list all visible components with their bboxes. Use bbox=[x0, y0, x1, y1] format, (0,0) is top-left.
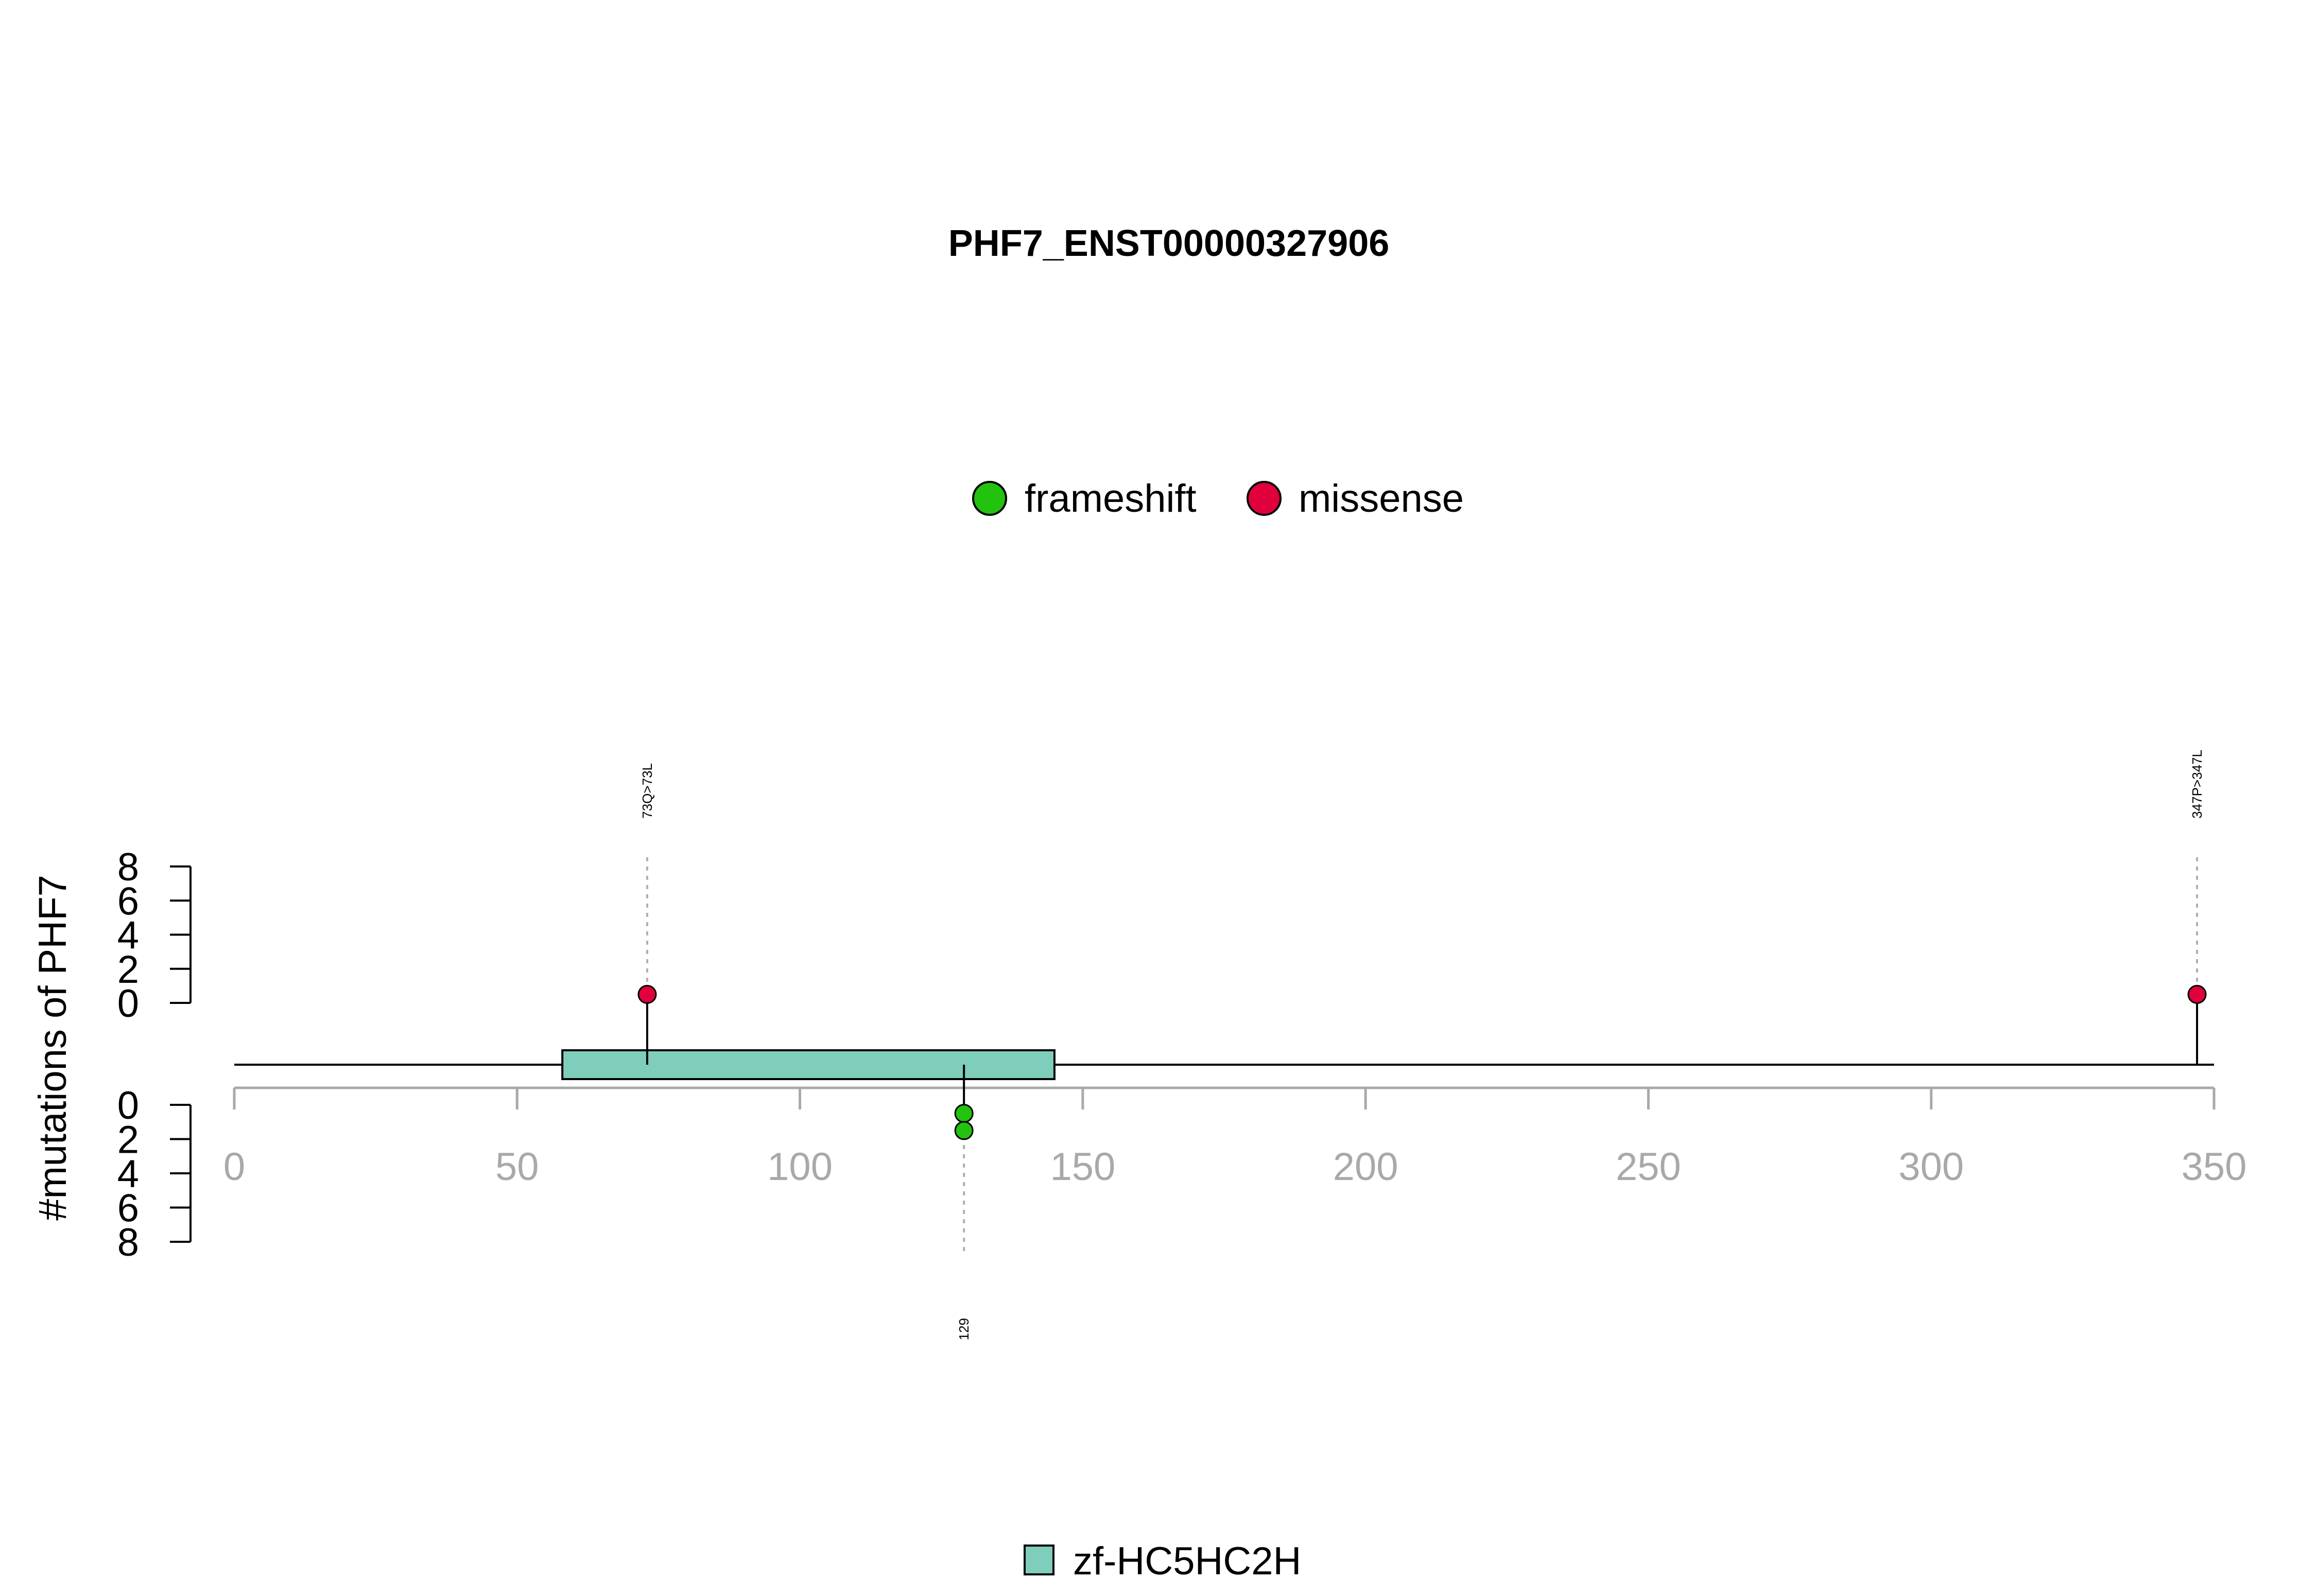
mutation-type-legend: frameshift missense bbox=[972, 477, 1464, 521]
mutation-label-129: 129 bbox=[956, 1318, 972, 1340]
x-axis-tick-label: 150 bbox=[1050, 1145, 1115, 1189]
bottom-y-axis-tick-label: 6 bbox=[117, 1187, 139, 1230]
mutation-marker-129 bbox=[954, 1104, 974, 1123]
top-y-axis-tick-label: 4 bbox=[117, 914, 139, 958]
mutation-marker-347P>347L bbox=[2187, 984, 2207, 1004]
mutation-marker-73Q>73L bbox=[637, 984, 657, 1004]
x-axis-tick-label: 50 bbox=[495, 1145, 539, 1189]
top-y-axis-tick-label: 0 bbox=[117, 982, 139, 1026]
legend-marker-frameshift bbox=[972, 481, 1007, 516]
bottom-y-axis-tick-label: 8 bbox=[117, 1221, 139, 1264]
legend-marker-missense bbox=[1247, 481, 1282, 516]
mutation-lollipops: 73Q>73L 347P>347L 129 bbox=[637, 750, 2207, 1340]
domain-legend-label-zf-HC5HC2H: zf-HC5HC2H bbox=[1073, 1539, 1301, 1583]
x-axis-tick-label: 200 bbox=[1333, 1145, 1398, 1189]
bottom-y-axis-tick-label: 4 bbox=[117, 1152, 139, 1196]
top-y-axis-tick-label: 8 bbox=[117, 845, 139, 889]
bottom-y-axis-tick-label: 0 bbox=[117, 1084, 139, 1127]
mutation-label-347P>347L: 347P>347L bbox=[2189, 750, 2205, 819]
protein-domains bbox=[561, 1049, 1056, 1080]
x-axis-tick-label: 0 bbox=[223, 1145, 245, 1189]
domain-zf-HC5HC2H bbox=[561, 1049, 1056, 1080]
bottom-y-axis-tick-label: 2 bbox=[117, 1118, 139, 1162]
legend-label-frameshift: frameshift bbox=[1025, 477, 1197, 521]
x-axis-tick-label: 100 bbox=[767, 1145, 833, 1189]
x-axis-tick-label: 250 bbox=[1616, 1145, 1681, 1189]
domain-legend-swatch-zf-HC5HC2H bbox=[1024, 1545, 1054, 1575]
y-axis-label: #mutations of PHF7 bbox=[31, 875, 75, 1221]
chart-title: PHF7_ENST00000327906 bbox=[948, 223, 1390, 264]
legend-label-missense: missense bbox=[1299, 477, 1464, 521]
x-axis-tick-label: 300 bbox=[1898, 1145, 1964, 1189]
domain-legend: zf-HC5HC2H bbox=[1024, 1539, 1301, 1583]
x-axis-tick-label: 350 bbox=[2182, 1145, 2247, 1189]
mutation-label-73Q>73L: 73Q>73L bbox=[639, 763, 655, 819]
mutation-marker-129 bbox=[954, 1121, 974, 1140]
top-y-axis-tick-label: 6 bbox=[117, 879, 139, 923]
top-y-axis-tick-label: 2 bbox=[117, 948, 139, 992]
x-axis: 0 50 100 150 200 250 300 350 bbox=[223, 1086, 2247, 1189]
